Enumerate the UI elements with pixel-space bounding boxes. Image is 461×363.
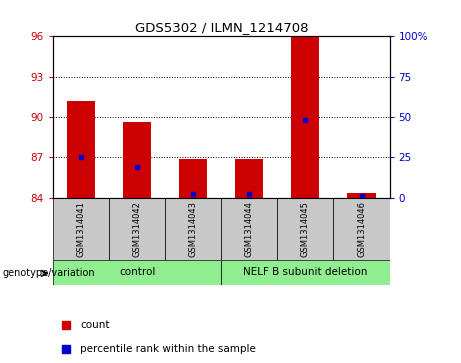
Text: genotype/variation: genotype/variation [2, 268, 95, 278]
Text: count: count [80, 321, 109, 330]
Text: GSM1314042: GSM1314042 [133, 201, 142, 257]
Title: GDS5302 / ILMN_1214708: GDS5302 / ILMN_1214708 [135, 21, 308, 34]
Bar [221, 260, 390, 285]
Bar [53, 198, 109, 260]
Bar [221, 198, 278, 260]
Bar [165, 198, 221, 260]
Text: NELF B subunit deletion: NELF B subunit deletion [243, 267, 367, 277]
Bar [278, 198, 333, 260]
Bar [67, 101, 95, 198]
Text: GSM1314045: GSM1314045 [301, 201, 310, 257]
Text: control: control [119, 267, 155, 277]
Bar [109, 198, 165, 260]
Text: percentile rank within the sample: percentile rank within the sample [80, 344, 256, 354]
Text: GSM1314046: GSM1314046 [357, 201, 366, 257]
Text: GSM1314041: GSM1314041 [77, 201, 86, 257]
Bar [235, 159, 263, 198]
Bar [179, 159, 207, 198]
Text: GSM1314044: GSM1314044 [245, 201, 254, 257]
Bar [291, 36, 319, 198]
Text: GSM1314043: GSM1314043 [189, 201, 198, 257]
Bar [53, 260, 221, 285]
Bar [333, 198, 390, 260]
Bar [123, 122, 151, 198]
Bar [348, 193, 376, 198]
